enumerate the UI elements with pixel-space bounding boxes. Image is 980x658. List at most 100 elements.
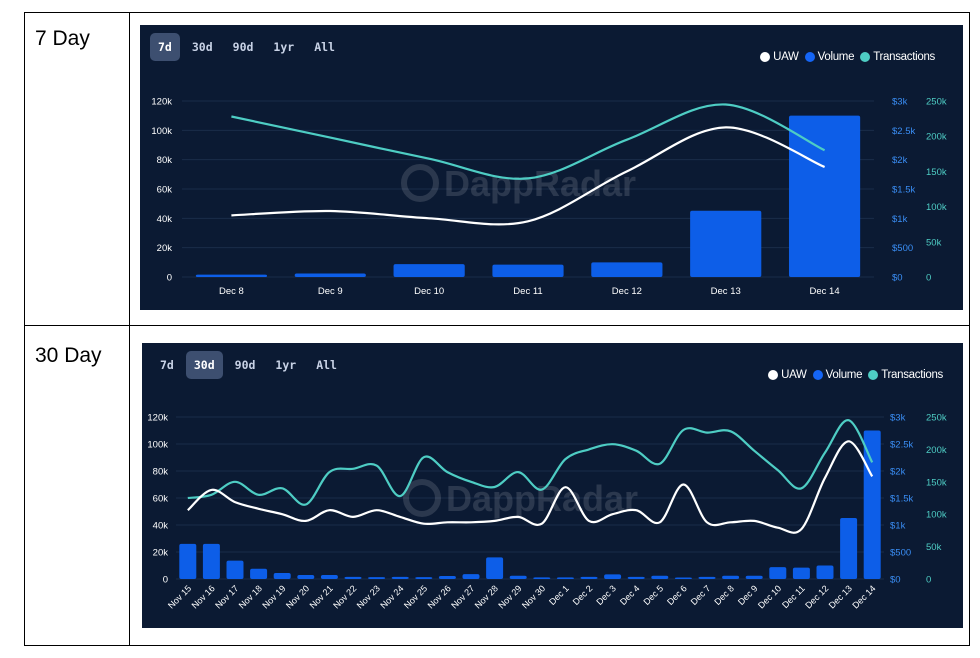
legend-item-volume[interactable]: Volume [812,369,862,381]
tab-30d[interactable]: 30d [191,40,213,54]
tab-30d[interactable]: 30d [185,351,223,379]
tab-90d[interactable]: 90d [234,358,256,372]
tab-7d[interactable]: 7d [160,358,174,372]
legend-label: UAW [781,369,807,381]
legend-dot-icon [860,52,871,62]
left-axis-tick-label: 100k [147,440,168,451]
volume-bar [651,575,669,579]
x-axis-tick-label: Nov 21 [308,583,335,610]
x-axis-tick-label: Dec 8 [712,583,736,607]
tab-1yr[interactable]: 1yr [275,358,297,372]
left-axis-tick-label: 20k [157,243,173,254]
x-axis-tick-label: Dec 3 [594,583,618,607]
tab-all[interactable]: All [314,40,335,54]
legend-label: UAW [773,51,799,63]
watermark-logo-icon [401,164,439,202]
x-axis-tick-label: Dec 13 [827,583,854,610]
volume-bar [674,577,692,579]
left-axis-tick-label: 0 [167,273,172,284]
volume-bar [393,264,465,277]
transactions-axis-tick-label: 0 [926,273,931,284]
x-axis-tick-label: Nov 18 [237,583,264,610]
left-axis-tick-label: 120k [151,97,172,108]
volume-bar [202,543,220,579]
volume-bar [297,574,315,579]
volume-bar [840,517,858,579]
volume-bar [462,574,480,579]
tab-all[interactable]: All [316,358,337,372]
x-axis-tick-label: Dec 4 [618,583,642,607]
x-axis-tick-label: Nov 29 [496,583,523,610]
x-axis-tick-label: Dec 2 [571,583,595,607]
volume-bar [591,262,663,277]
x-axis-tick-label: Dec 10 [414,286,444,297]
volume-bar [179,543,197,579]
legend-item-volume[interactable]: Volume [804,51,854,63]
chart-panel-30-day: 7d 30d 90d 1yr All UAW Volume Transactio… [142,343,963,628]
column-divider [129,13,130,645]
watermark: DappRadar [401,163,636,204]
volume-bar [368,577,386,579]
left-axis-tick-label: 0 [163,575,168,586]
left-axis-tick-label: 20k [153,548,169,559]
watermark: DappRadar [403,478,638,519]
tab-7d[interactable]: 7d [150,33,180,61]
volume-axis-tick-label: $1.5k [890,494,913,505]
transactions-axis-tick-label: 250k [926,413,947,424]
x-axis-tick-label: Nov 23 [355,583,382,610]
tab-90d[interactable]: 90d [232,40,254,54]
transactions-axis-tick-label: 150k [926,477,947,488]
x-axis-tick-label: Nov 20 [284,583,311,610]
volume-bar [769,567,787,579]
x-axis-tick-label: Dec 12 [612,286,642,297]
volume-axis-tick-label: $0 [892,273,903,284]
volume-axis-tick-label: $2.5k [892,126,915,137]
volume-bar [492,264,564,277]
transactions-axis-tick-label: 200k [926,132,947,143]
volume-axis-tick-label: $500 [892,243,913,254]
row-label-7-day: 7 Day [35,27,90,50]
legend-item-transactions[interactable]: Transactions [868,369,943,381]
row-label-30-day: 30 Day [35,344,102,367]
x-axis-tick-label: Nov 28 [473,583,500,610]
volume-axis-tick-label: $1k [892,214,908,225]
volume-bar [580,576,598,579]
left-axis-tick-label: 40k [153,521,169,532]
x-axis-tick-label: Dec 5 [642,583,666,607]
legend-dot-icon [804,52,815,62]
legend-dot-icon [868,370,879,380]
transactions-axis-tick-label: 250k [926,97,947,108]
x-axis-tick-label: Nov 15 [166,583,193,610]
table-frame: 7 Day 30 Day [24,12,970,646]
volume-axis-tick-label: $2.5k [890,440,913,451]
volume-bar [486,557,504,579]
volume-bar [320,574,338,579]
x-axis-tick-label: Dec 10 [756,583,783,610]
x-axis-tick-label: Nov 25 [402,583,429,610]
volume-bar [438,576,456,579]
transactions-axis-tick-label: 200k [926,445,947,456]
x-axis-tick-label: Dec 9 [318,286,343,297]
x-axis-tick-label: Dec 6 [665,583,689,607]
legend-label: Transactions [873,51,935,63]
legend-item-transactions[interactable]: Transactions [860,51,935,63]
legend-item-uaw[interactable]: UAW [768,369,807,381]
legend-item-uaw[interactable]: UAW [760,51,799,63]
volume-bar [788,115,861,278]
volume-bar [415,577,433,579]
volume-axis-tick-label: $1k [890,521,906,532]
volume-axis-tick-label: $500 [890,548,911,559]
volume-bar [722,575,740,579]
chart-30-day: DappRadar 0 20k 40k 60k 80k 100k 120k $0 $500 $1k $… [147,413,947,611]
volume-bar [509,575,527,579]
watermark-text: DappRadar [444,163,636,204]
volume-bar [533,577,551,579]
tab-1yr[interactable]: 1yr [273,40,295,54]
time-range-tabs: 7d 30d 90d 1yr All [150,33,343,61]
x-axis-tick-label: Nov 30 [520,583,547,610]
volume-bar [250,568,268,579]
left-axis-tick-label: 40k [157,214,173,225]
volume-bar [344,576,362,579]
transactions-axis-tick-label: 150k [926,167,947,178]
x-axis-tick-label: Dec 13 [711,286,741,297]
